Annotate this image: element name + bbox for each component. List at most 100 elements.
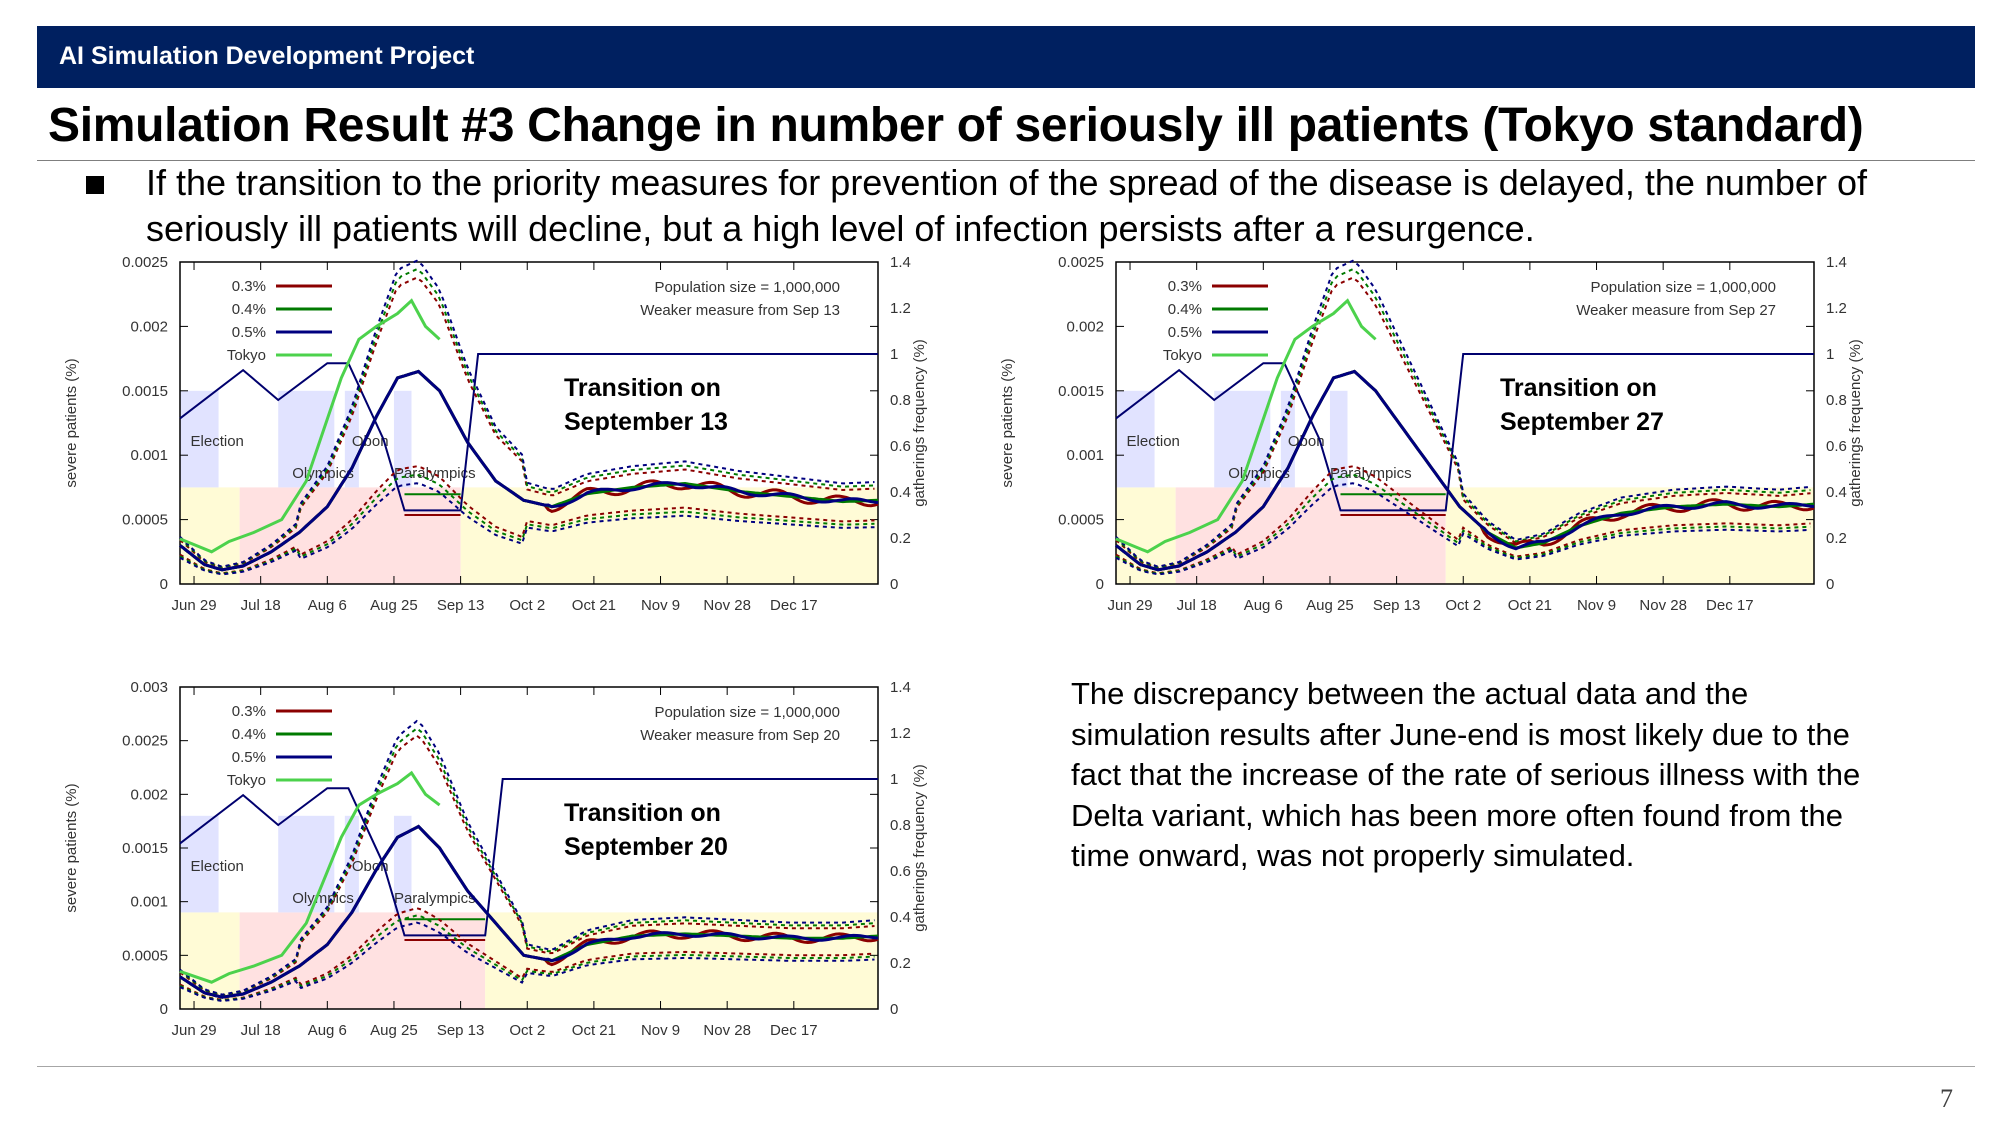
lower-envelope-line [179, 921, 875, 1003]
y2-tick-label: 0.4 [890, 484, 911, 501]
shade-election-band [180, 815, 219, 913]
x-tick-label: Aug 6 [1244, 597, 1283, 614]
upper-envelope-line [179, 727, 875, 997]
y-tick-label: 0.0015 [122, 840, 168, 857]
lower-envelope-line [1115, 473, 1811, 575]
x-tick-label: Jul 18 [241, 597, 281, 614]
x-tick-label: Aug 25 [370, 1022, 418, 1039]
x-tick-label: Jul 18 [1177, 597, 1217, 614]
legend-label: Tokyo [227, 347, 266, 364]
y2-tick-label: 1.2 [1826, 300, 1847, 317]
lower-envelope-line [1115, 482, 1811, 576]
legend-label: 0.5% [232, 749, 266, 766]
y-tick-label: 0.002 [1066, 318, 1104, 335]
y-axis-title: severe patients (%) [63, 783, 80, 912]
y-tick-label: 0.0005 [1058, 512, 1104, 529]
transition-annotation: September 13 [564, 408, 728, 436]
y2-tick-label: 1 [890, 771, 898, 788]
sim-series-line [1115, 369, 1815, 572]
upper-envelope-line [179, 268, 875, 569]
legend-label: 0.5% [1168, 324, 1202, 341]
lower-envelope-line [1115, 465, 1811, 575]
y2-tick-label: 0.4 [890, 909, 911, 926]
x-tick-label: Aug 6 [308, 597, 347, 614]
y2-tick-label: 0.4 [1826, 484, 1847, 501]
y2-tick-label: 0.8 [890, 392, 911, 409]
region-label: Paralympics [394, 890, 476, 907]
y2-tick-label: 0.8 [1826, 392, 1847, 409]
transition-annotation: September 20 [564, 833, 728, 861]
region-label: Paralympics [394, 465, 476, 482]
x-tick-label: Jul 18 [241, 1022, 281, 1039]
sim-series-line [179, 369, 879, 572]
project-title: AI Simulation Development Project [59, 42, 475, 70]
y-tick-label: 0.0025 [122, 733, 168, 750]
x-tick-label: Oct 2 [509, 597, 545, 614]
x-tick-label: Aug 6 [308, 1022, 347, 1039]
legend-label: 0.3% [232, 278, 266, 295]
info-text: Weaker measure from Sep 13 [640, 302, 840, 319]
shade-obon-band [344, 815, 359, 913]
bullet-square-icon [86, 176, 104, 194]
x-tick-label: Nov 28 [1639, 597, 1687, 614]
region-label: Paralympics [1330, 465, 1412, 482]
y2-tick-label: 1.2 [890, 725, 911, 742]
legend-label: 0.3% [1168, 278, 1202, 295]
x-tick-label: Sep 13 [437, 597, 485, 614]
shade-election-band [1116, 390, 1155, 488]
y-tick-label: 0.0005 [122, 947, 168, 964]
y-tick-label: 0.002 [130, 318, 168, 335]
x-tick-label: Dec 17 [770, 597, 818, 614]
y-tick-label: 0.0015 [1058, 383, 1104, 400]
transition-annotation: Transition on [1500, 374, 1657, 402]
y-tick-label: 0 [160, 1001, 168, 1018]
chart-transition-sep20: 0 0.0005 0.001 0.0015 0.002 0.0025 0.003 0 0.2 0.… [62, 675, 932, 1055]
y2-tick-label: 1.4 [1826, 254, 1847, 271]
x-tick-label: Oct 2 [509, 1022, 545, 1039]
transition-annotation: September 27 [1500, 408, 1664, 436]
y2-axis-title: gatherings frequency (%) [1847, 339, 1864, 507]
footer-divider [37, 1066, 1975, 1067]
x-tick-label: Oct 21 [572, 1022, 616, 1039]
y-tick-label: 0.002 [130, 786, 168, 803]
chart-transition-sep13: 0 0.0005 0.001 0.0015 0.002 0.0025 0 0.2 0.4 0.6 0… [62, 250, 932, 630]
info-text: Weaker measure from Sep 20 [640, 727, 840, 744]
legend-label: 0.4% [1168, 301, 1202, 318]
plot-frame [1115, 261, 1815, 585]
y-axis-title: severe patients (%) [63, 358, 80, 487]
upper-envelope-line [1115, 268, 1811, 569]
shade-paralympics-band [393, 815, 412, 913]
y2-tick-label: 0 [890, 1001, 898, 1018]
shade-paralympics-band [1329, 390, 1348, 488]
y2-tick-label: 0.6 [890, 438, 911, 455]
chart-svg: 0 0.0005 0.001 0.0015 0.002 0.0025 0 0.2 0.4 0.6 0… [63, 254, 928, 614]
region-label: Olympics [292, 890, 354, 907]
x-tick-label: Sep 13 [1373, 597, 1421, 614]
legend-label: Tokyo [1163, 347, 1202, 364]
x-tick-label: Jun 29 [172, 1022, 217, 1039]
x-tick-label: Oct 21 [1508, 597, 1552, 614]
x-tick-label: Aug 25 [370, 597, 418, 614]
y-tick-label: 0.001 [1066, 447, 1104, 464]
x-tick-label: Nov 9 [641, 1022, 680, 1039]
x-tick-label: Dec 17 [1706, 597, 1754, 614]
upper-envelope-line [1115, 276, 1811, 569]
y2-tick-label: 1.4 [890, 254, 911, 271]
lower-envelope-line [179, 907, 875, 1002]
lower-envelope-line [179, 914, 875, 1002]
title-divider [37, 160, 1975, 161]
sim-series-line [179, 824, 879, 999]
x-tick-label: Nov 28 [703, 597, 751, 614]
region-label: Election [191, 433, 244, 450]
info-text: Weaker measure from Sep 27 [1576, 302, 1776, 319]
shade-pink-band [239, 912, 486, 1009]
gathering-line [179, 353, 878, 512]
info-text: Population size = 1,000,000 [1590, 279, 1776, 296]
x-tick-label: Jun 29 [172, 597, 217, 614]
y2-tick-label: 0.8 [890, 817, 911, 834]
y-tick-label: 0.001 [130, 894, 168, 911]
gathering-line [179, 778, 878, 937]
y-tick-label: 0.0015 [122, 383, 168, 400]
y2-tick-label: 0 [1826, 576, 1834, 593]
upper-envelope-line [179, 259, 875, 568]
